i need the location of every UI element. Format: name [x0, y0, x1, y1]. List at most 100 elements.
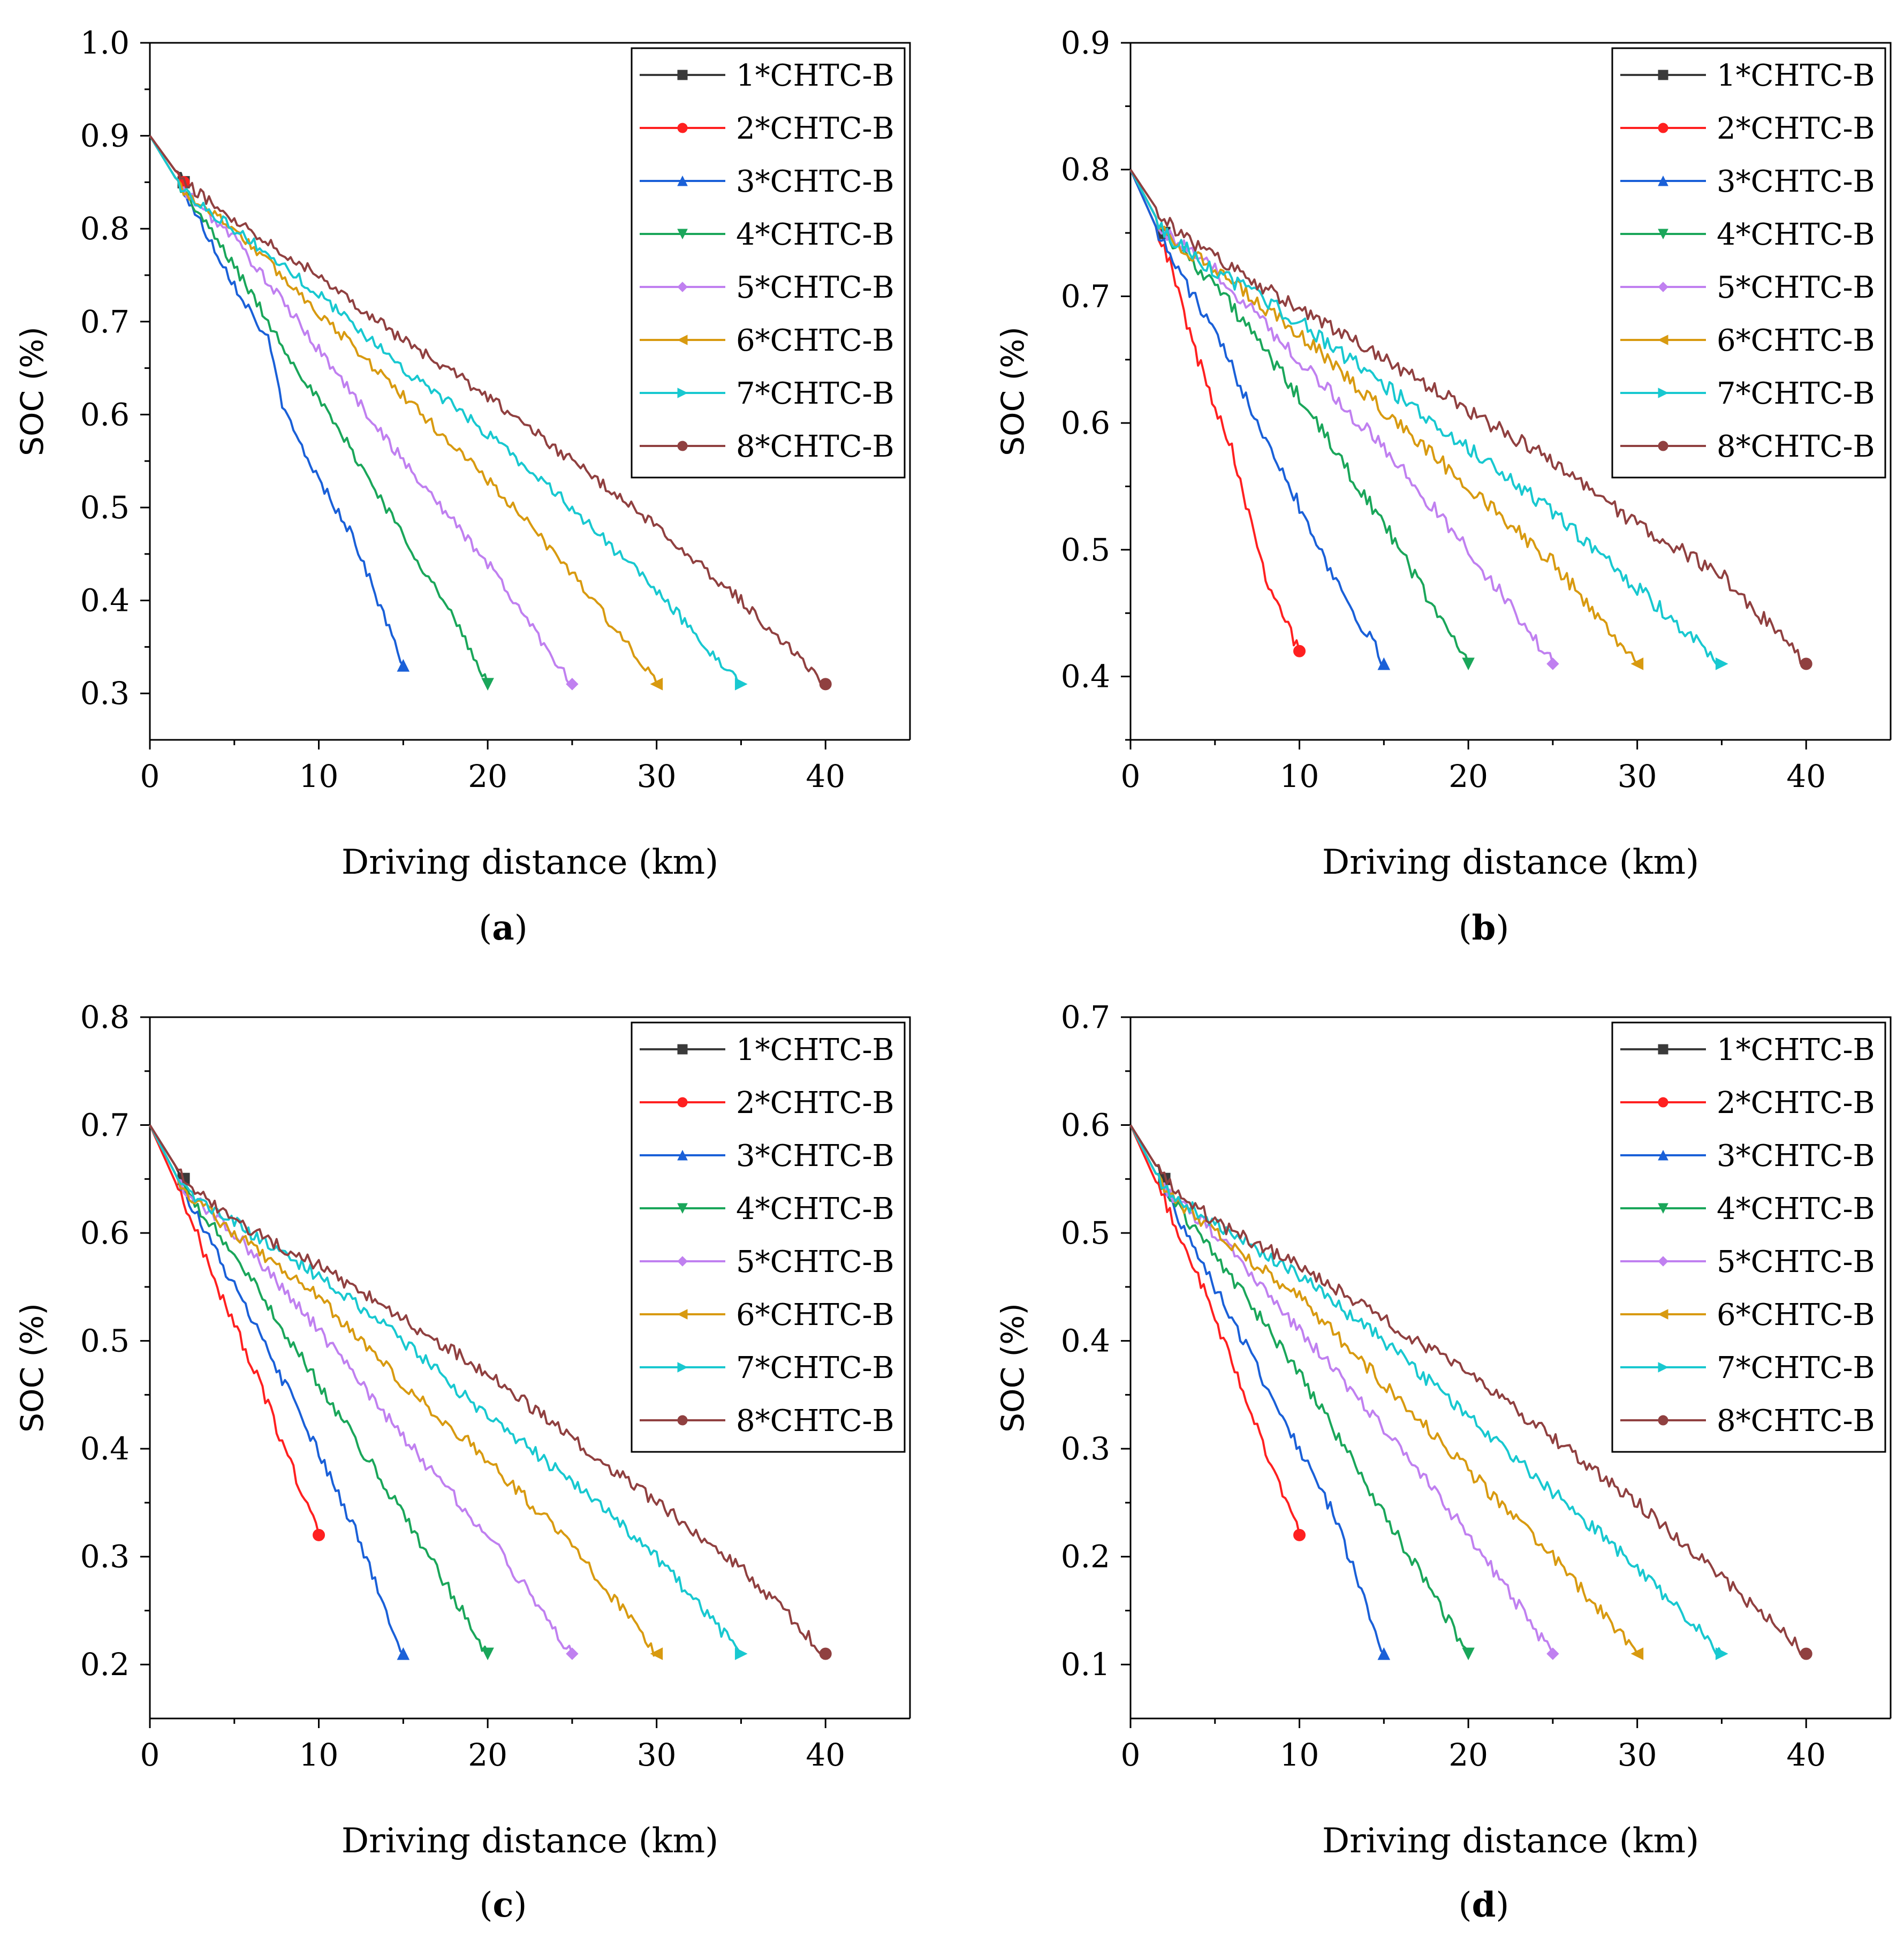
- legend-marker: [1658, 388, 1669, 398]
- legend-entry-label: 1*CHTC-B: [1717, 1033, 1875, 1067]
- panel-b: 0 10 20 30 40 0.4 0.5 0.6 0.7 0.8 0.9 Driving dista…: [995, 25, 1892, 948]
- y-tick-label: 0.2: [80, 1646, 130, 1683]
- legend-marker: [1657, 1309, 1668, 1320]
- y-tick-label: 0.6: [1061, 405, 1110, 441]
- series-line-4: [1129, 1124, 1469, 1654]
- legend-marker: [1658, 123, 1668, 133]
- legend-marker: [677, 1097, 688, 1108]
- series-end-marker: [1800, 1647, 1812, 1660]
- x-tick-label: 30: [637, 1737, 677, 1773]
- y-tick-label: 0.5: [80, 489, 130, 526]
- legend-entry-label: 7*CHTC-B: [1717, 376, 1875, 411]
- legend: [1611, 47, 1886, 479]
- x-tick-label: 10: [299, 1737, 339, 1773]
- legend-marker: [1658, 282, 1668, 292]
- y-tick-label: 0.6: [1061, 1107, 1110, 1144]
- series-end-marker: [1462, 1647, 1475, 1661]
- legend-entry-label: 8*CHTC-B: [736, 1404, 894, 1438]
- legend-marker: [1658, 229, 1668, 240]
- y-tick-label: 0.3: [80, 1539, 130, 1575]
- legend-marker: [677, 1203, 688, 1214]
- x-tick-label: 30: [1618, 758, 1657, 794]
- x-axis-label: Driving distance (km): [342, 1821, 718, 1861]
- y-tick-label: 0.4: [80, 1430, 130, 1467]
- series-line-8: [1129, 1124, 1807, 1657]
- legend-marker: [677, 388, 688, 398]
- y-tick-label: 0.6: [80, 396, 130, 433]
- legend-marker: [677, 1309, 688, 1320]
- series-end-marker: [650, 678, 663, 691]
- series-end-marker: [1715, 657, 1728, 670]
- legend-marker: [677, 1149, 688, 1161]
- series-line-7: [149, 135, 741, 686]
- panel-label: (d): [1459, 1885, 1509, 1925]
- series-line-3: [149, 1124, 404, 1655]
- legend-marker: [1658, 1097, 1668, 1108]
- series-line-6: [149, 135, 658, 685]
- axes-frame-top-right: [1131, 1016, 1892, 1718]
- legend-marker: [677, 282, 688, 292]
- series-line-4: [149, 135, 489, 685]
- legend-entry-label: 4*CHTC-B: [1717, 1192, 1875, 1226]
- series-line-6: [149, 1124, 657, 1657]
- series-end-marker: [1630, 657, 1644, 670]
- legend-entry-label: 7*CHTC-B: [1717, 1351, 1875, 1385]
- legend-entry-label: 2*CHTC-B: [1717, 111, 1875, 146]
- series-line-8: [149, 135, 826, 687]
- y-tick-label: 0.4: [1061, 1323, 1110, 1359]
- y-tick-label: 0.8: [80, 210, 130, 247]
- series-end-marker: [819, 1647, 832, 1660]
- panel-a: 0 10 20 30 40 0.3 0.4 0.5 0.6 0.7 0.8 0.9 1.0 Driving…: [14, 25, 911, 948]
- y-tick-label: 0.6: [80, 1215, 130, 1251]
- series-end-marker: [819, 678, 832, 691]
- series-end-marker: [566, 678, 579, 691]
- legend: [1611, 1021, 1886, 1453]
- series-line-2: [1129, 169, 1301, 652]
- x-axis-label: Driving distance (km): [1322, 1821, 1699, 1861]
- axes-frame-top-right: [150, 1016, 911, 1718]
- legend-entry-label: 4*CHTC-B: [736, 217, 894, 252]
- y-tick-label: 0.3: [1061, 1430, 1110, 1467]
- legend-entry-label: 3*CHTC-B: [1717, 164, 1875, 199]
- legend-marker: [677, 175, 688, 186]
- y-tick-label: 0.7: [1061, 278, 1110, 314]
- panel-d: 0 10 20 30 40 0.1 0.2 0.3 0.4 0.5 0.6 0.7 Driving di…: [995, 999, 1892, 1925]
- legend-marker: [677, 1044, 688, 1055]
- y-tick-label: 0.5: [1061, 532, 1110, 568]
- x-tick-label: 20: [1448, 1737, 1488, 1773]
- series-end-marker: [1630, 1647, 1644, 1660]
- legend-entry-label: 6*CHTC-B: [1717, 1298, 1875, 1332]
- y-tick-label: 0.7: [80, 1107, 130, 1144]
- panel-c: 0 10 20 30 40 0.2 0.3 0.4 0.5 0.6 0.7 0.8 Driving di…: [14, 999, 911, 1925]
- series-line-3: [149, 135, 404, 667]
- legend-marker: [677, 335, 688, 345]
- x-tick-label: 0: [140, 758, 160, 794]
- legend-entry-label: 4*CHTC-B: [736, 1192, 894, 1226]
- series-line-6: [1129, 1124, 1638, 1655]
- legend-marker: [1658, 1044, 1668, 1055]
- legend-marker: [677, 70, 688, 80]
- series-line-6: [1129, 169, 1638, 665]
- series-end-marker: [1462, 657, 1475, 671]
- legend-marker: [1658, 1256, 1668, 1267]
- legend-entry-label: 3*CHTC-B: [736, 164, 894, 199]
- x-tick-label: 10: [1280, 1737, 1319, 1773]
- legend-marker: [1658, 1415, 1668, 1426]
- series-line-2: [1129, 1124, 1301, 1535]
- x-tick-label: 30: [637, 758, 677, 794]
- y-tick-label: 0.9: [1061, 25, 1110, 61]
- legend-entry-label: 1*CHTC-B: [1717, 58, 1875, 93]
- legend-entry-label: 3*CHTC-B: [1717, 1139, 1875, 1173]
- panel-label: (c): [480, 1885, 527, 1925]
- y-tick-label: 0.7: [80, 304, 130, 340]
- legend: [631, 1021, 906, 1453]
- x-tick-label: 20: [1448, 758, 1488, 794]
- panel-label: (a): [479, 908, 527, 948]
- x-tick-label: 40: [806, 758, 845, 794]
- y-tick-label: 0.8: [1061, 152, 1110, 188]
- x-tick-label: 0: [1121, 758, 1141, 794]
- legend-marker: [677, 1362, 688, 1373]
- legend-marker: [1658, 70, 1668, 80]
- legend: [631, 47, 906, 479]
